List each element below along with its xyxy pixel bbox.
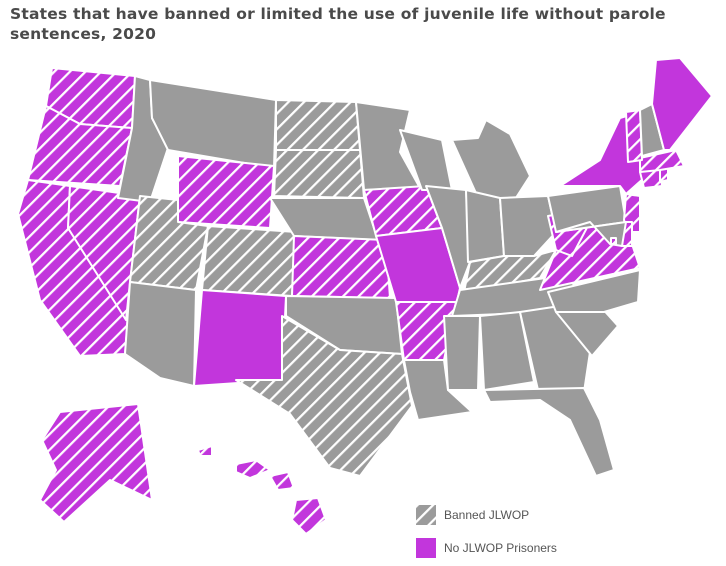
state-nd	[275, 99, 361, 151]
map-title: States that have banned or limited the u…	[10, 5, 666, 43]
state-co	[201, 225, 297, 297]
state-dc	[610, 237, 617, 245]
state-al	[479, 311, 535, 391]
state-in	[465, 189, 505, 263]
legend-swatch-banned	[416, 505, 436, 525]
state-vt	[625, 109, 643, 163]
state-hi2	[235, 459, 271, 479]
state-oh	[499, 195, 557, 257]
legend-label-no-prisoners: No JLWOP Prisoners	[444, 541, 557, 555]
state-hi1	[197, 445, 213, 457]
state-il	[425, 185, 471, 289]
state-nc	[547, 269, 641, 313]
state-ak	[39, 403, 153, 523]
state-la	[403, 359, 473, 421]
state-ms	[443, 315, 481, 391]
state-fl	[483, 387, 615, 477]
state-ma	[639, 149, 685, 173]
legend-swatch-no-prisoners	[416, 538, 436, 558]
state-me	[651, 57, 713, 151]
state-wy	[177, 155, 275, 229]
legend-label-banned: Banned JLWOP	[444, 508, 530, 522]
state-mn	[355, 101, 421, 191]
state-ks	[291, 235, 391, 299]
state-tx	[235, 315, 413, 477]
legend-no-prisoners: No JLWOP Prisoners	[416, 538, 557, 558]
state-nm	[193, 289, 287, 387]
state-sd	[273, 149, 365, 199]
state-hi3	[269, 471, 295, 491]
legend-banned: Banned JLWOP	[416, 505, 529, 525]
state-hi4	[291, 497, 327, 535]
state-mt	[149, 79, 277, 169]
state-az	[124, 281, 197, 387]
